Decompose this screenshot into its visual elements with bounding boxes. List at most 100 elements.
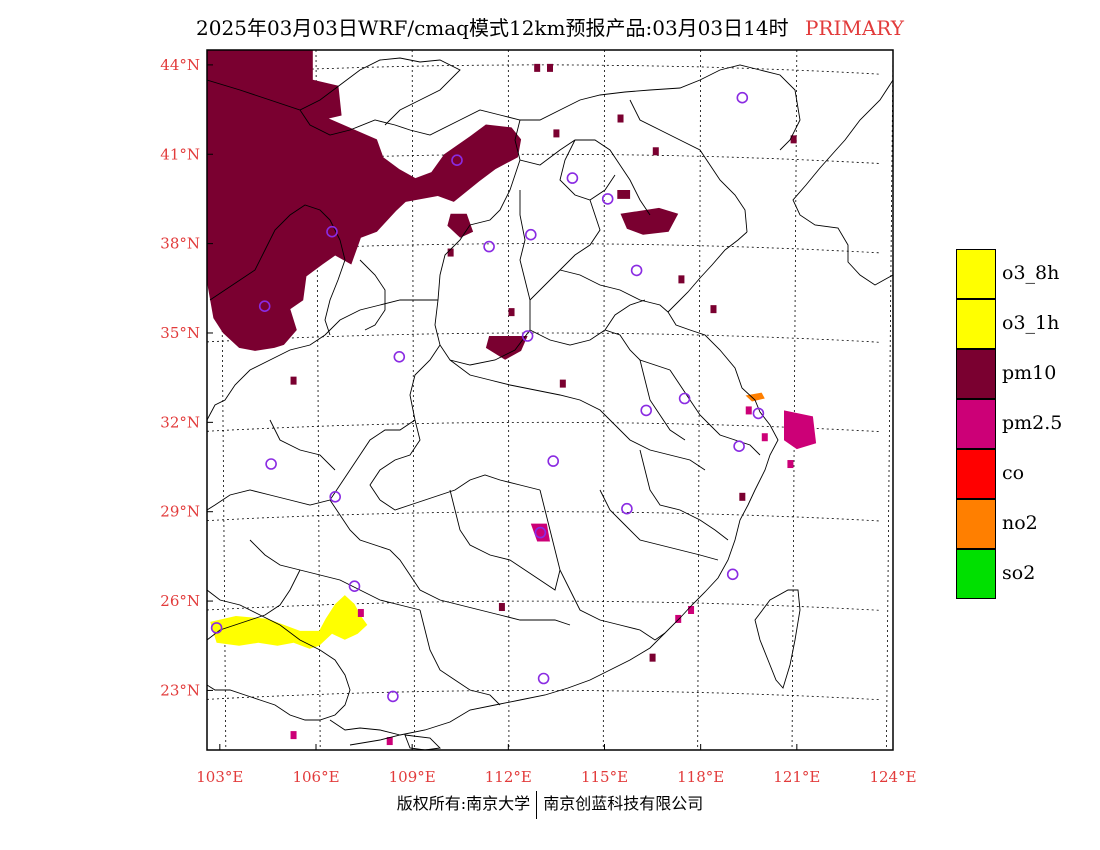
pollution-cell-pm25 [675, 614, 682, 623]
pollution-cell-pm10 [508, 308, 515, 317]
pollution-cell-pm10 [447, 248, 454, 257]
lon-label: 109°E [389, 768, 436, 786]
lon-label: 121°E [773, 768, 820, 786]
boundary-yunnan [207, 589, 401, 736]
legend-label: no2 [1002, 512, 1038, 534]
boundary-shanxi [434, 159, 531, 366]
monitoring-station [483, 240, 495, 253]
monitoring-station [621, 502, 633, 515]
pollution-cell-pm25 [745, 406, 752, 415]
pollution-cell-pm25 [787, 460, 794, 469]
pollution-area-pm10 [207, 50, 522, 351]
legend-label: co [1002, 462, 1025, 484]
meridian-line [507, 50, 510, 750]
copyright-right: 南京创蓝科技有限公司 [543, 794, 704, 813]
title-main: 2025年03月03日WRF/cmaq模式12km预报产品:03月03日14时 [196, 16, 789, 40]
legend-label: o3_1h [1002, 312, 1060, 334]
monitoring-station [601, 193, 614, 205]
parallel-line [207, 332, 881, 343]
monitoring-station [733, 440, 745, 453]
province-boundaries [207, 57, 893, 750]
monitoring-station [210, 622, 223, 634]
monitoring-station [566, 172, 579, 184]
monitoring-station [326, 225, 338, 238]
graticule [207, 50, 893, 750]
lat-label: 26°N [160, 592, 200, 610]
monitoring-station [630, 264, 643, 277]
copyright-separator [536, 790, 538, 819]
parallel-line [207, 64, 881, 75]
pollution-cell-pm10 [790, 135, 797, 144]
hainan-outline [404, 734, 441, 750]
monitoring-station [534, 526, 547, 539]
title-product: PRIMARY [804, 16, 904, 40]
pollution-area-no2 [745, 392, 765, 402]
legend-label: o3_8h [1002, 262, 1060, 284]
copyright-left: 版权所有:南京大学 [396, 794, 531, 813]
boundary-ningxia-gansu [209, 204, 386, 336]
pollution-cell-pm25 [357, 608, 364, 617]
monitoring-station [736, 91, 749, 104]
monitoring-station [387, 690, 399, 703]
pollution-cell-pm10 [534, 63, 541, 72]
pollution-cell-pm10 [290, 376, 297, 385]
pollution-cell-pm25 [761, 433, 768, 442]
pollution-cell-pm10 [553, 129, 560, 138]
map-title: 2025年03月03日WRF/cmaq模式12km预报产品:03月03日14时 … [0, 12, 1100, 41]
boundary-shaanxi [207, 299, 441, 501]
monitoring-station [265, 458, 277, 470]
legend-label: pm2.5 [1002, 412, 1063, 434]
pollution-cell-pm25 [688, 606, 695, 614]
legend-swatch [956, 499, 996, 549]
parallel-line [207, 243, 881, 254]
coastline [349, 79, 893, 746]
pollution-cell-pm25 [290, 731, 297, 740]
boundary-south-central [449, 449, 729, 641]
boundary-henan-shandong [529, 269, 671, 371]
lon-label: 106°E [292, 768, 339, 786]
pollution-cell-pm25 [386, 737, 393, 746]
monitoring-station [524, 228, 537, 241]
monitoring-station [678, 392, 691, 405]
copyright: 版权所有:南京大学 南京创蓝科技有限公司 [0, 790, 1100, 819]
boundary-beijing-hebei [514, 119, 651, 301]
meridian-line [791, 50, 798, 750]
parallel-line [207, 690, 881, 701]
lat-label: 38°N [160, 235, 200, 253]
monitoring-station [348, 580, 361, 593]
legend-label: pm10 [1002, 362, 1057, 384]
pollution-cell-pm10 [547, 63, 553, 72]
boundary-north [207, 57, 801, 233]
map-frame [206, 49, 894, 751]
lat-label: 23°N [160, 681, 200, 699]
legend-swatch [956, 549, 996, 599]
pollution-area-pm25 [784, 410, 817, 450]
lon-label: 112°E [485, 768, 532, 786]
monitoring-station [640, 404, 653, 417]
pollution-area-o3 [210, 595, 368, 649]
pollution-cell-pm10 [649, 653, 656, 662]
pollution-area-pm10 [620, 207, 679, 235]
monitoring-station [258, 300, 271, 313]
legend-swatch [956, 399, 996, 449]
boundary-hubei-anhui [449, 359, 761, 471]
legend-swatch [956, 299, 996, 349]
parallel-line [207, 421, 881, 432]
pollution-cell-pm10 [652, 147, 659, 156]
monitoring-station [329, 490, 342, 503]
legend-swatch [956, 249, 996, 299]
parallel-line [207, 511, 881, 522]
pollution-area-pm10 [485, 336, 528, 360]
monitoring-station [393, 350, 406, 363]
pollution-layer [207, 50, 817, 746]
lat-label: 44°N [160, 56, 200, 74]
legend-swatch [956, 449, 996, 499]
monitoring-station [451, 154, 463, 166]
pollution-cell-pm10 [559, 379, 566, 388]
taiwan-outline [754, 589, 801, 689]
lat-label: 32°N [160, 413, 200, 431]
meridian-line [697, 50, 702, 750]
pollution-area-pm25 [530, 523, 550, 542]
legend-label: so2 [1002, 562, 1036, 584]
